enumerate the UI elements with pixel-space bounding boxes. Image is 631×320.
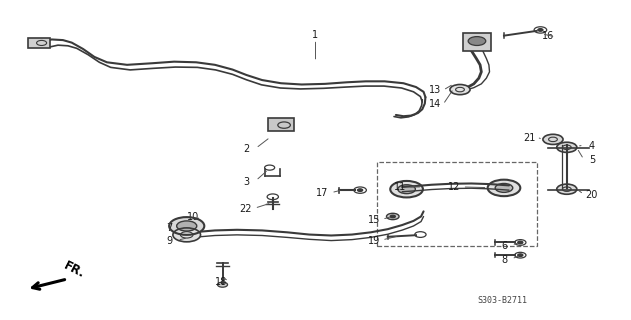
Text: 11: 11 xyxy=(394,182,406,192)
Text: 9: 9 xyxy=(167,236,173,246)
Text: 10: 10 xyxy=(187,212,199,222)
Circle shape xyxy=(518,254,523,256)
Text: 17: 17 xyxy=(316,188,328,198)
Circle shape xyxy=(538,29,543,31)
Circle shape xyxy=(398,185,415,194)
Circle shape xyxy=(390,181,423,197)
Text: 1: 1 xyxy=(312,30,319,40)
Text: 14: 14 xyxy=(428,100,441,109)
Text: FR.: FR. xyxy=(61,259,86,281)
Text: 21: 21 xyxy=(523,133,535,143)
Text: 2: 2 xyxy=(244,144,249,154)
Bar xyxy=(268,118,293,131)
Circle shape xyxy=(557,142,577,152)
Circle shape xyxy=(177,221,197,231)
Circle shape xyxy=(557,184,577,194)
Circle shape xyxy=(488,180,521,196)
Bar xyxy=(463,33,492,51)
Text: 12: 12 xyxy=(447,182,460,192)
Text: 15: 15 xyxy=(369,215,380,225)
Circle shape xyxy=(358,189,363,191)
Circle shape xyxy=(218,282,228,287)
Text: 8: 8 xyxy=(501,255,507,265)
Circle shape xyxy=(390,215,395,218)
Text: 13: 13 xyxy=(428,85,441,95)
Text: 6: 6 xyxy=(501,241,507,251)
Text: S303-B2711: S303-B2711 xyxy=(478,296,528,305)
Text: 19: 19 xyxy=(369,236,380,246)
Text: 22: 22 xyxy=(239,204,251,214)
Bar xyxy=(28,38,50,48)
Circle shape xyxy=(518,241,523,244)
Text: 4: 4 xyxy=(589,141,595,151)
Text: 18: 18 xyxy=(215,277,227,287)
Bar xyxy=(377,162,537,246)
Text: 3: 3 xyxy=(244,177,249,187)
Text: 20: 20 xyxy=(586,190,598,200)
Circle shape xyxy=(495,183,513,192)
Text: 16: 16 xyxy=(542,31,554,41)
Circle shape xyxy=(450,84,470,95)
Circle shape xyxy=(387,213,399,220)
Circle shape xyxy=(169,217,204,235)
Circle shape xyxy=(173,228,201,242)
Text: 5: 5 xyxy=(589,155,595,165)
Circle shape xyxy=(468,36,486,45)
Text: 7: 7 xyxy=(167,223,173,233)
Circle shape xyxy=(543,134,563,144)
